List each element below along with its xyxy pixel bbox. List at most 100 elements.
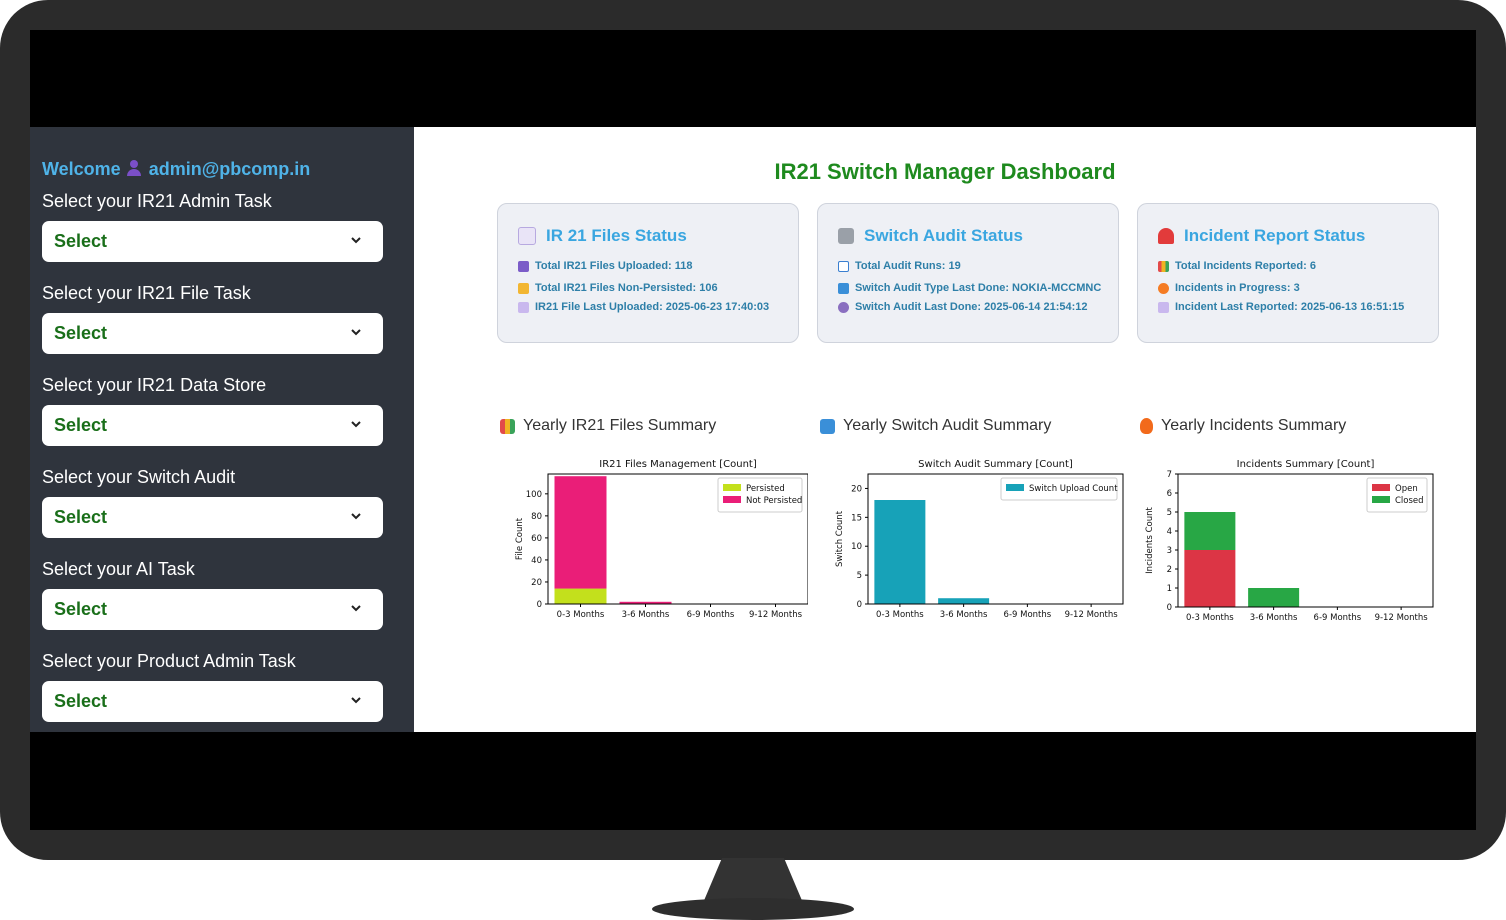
ai-task-select[interactable]: Select — [42, 589, 383, 630]
y-tick-label: 6 — [1167, 489, 1172, 499]
x-tick-label: 6-9 Months — [1314, 613, 1362, 623]
x-tick-label: 3-6 Months — [940, 610, 988, 620]
product-admin-select-value: Select — [54, 691, 108, 711]
x-tick-label: 3-6 Months — [622, 610, 670, 620]
stat-text: IR21 File Last Uploaded: 2025-06-23 17:4… — [535, 301, 770, 313]
card-stat: Incident Last Reported: 2025-06-13 16:51… — [1158, 301, 1404, 313]
y-axis-label: File Count — [515, 517, 525, 560]
legend-label: Switch Upload Count — [1029, 484, 1118, 494]
admin-task-select[interactable]: Select — [42, 221, 383, 262]
welcome-label: Welcome — [42, 159, 121, 179]
card-stat: Total IR21 Files Uploaded: 118 — [518, 260, 693, 272]
stat-text: Total Incidents Reported: 6 — [1175, 260, 1316, 272]
siren-icon — [1158, 228, 1174, 244]
y-tick-label: 20 — [851, 484, 862, 494]
section-title-text: Yearly Incidents Summary — [1161, 417, 1347, 434]
bar-closed — [1248, 588, 1300, 607]
stat-text: Incident Last Reported: 2025-06-13 16:51… — [1175, 301, 1405, 313]
bar-switch-upload-count — [938, 598, 990, 604]
section-title-text: Yearly Switch Audit Summary — [843, 417, 1052, 434]
stat-text: Total Audit Runs: 19 — [855, 260, 961, 272]
file-task-select-value: Select — [54, 323, 108, 343]
product-admin-select[interactable]: Select — [42, 681, 383, 722]
switch-audit-select-value: Select — [54, 507, 108, 527]
x-tick-label: 0-3 Months — [1186, 613, 1234, 623]
legend-swatch — [1372, 484, 1390, 491]
stat-text: Total IR21 Files Uploaded: 118 — [535, 260, 693, 272]
audit-icon — [838, 260, 849, 272]
admin-task-label: Select your IR21 Admin Task — [42, 191, 272, 211]
chart-title: Switch Audit Summary [Count] — [918, 459, 1073, 470]
y-tick-label: 4 — [1167, 527, 1172, 537]
repeat-icon — [820, 418, 835, 434]
tools-icon — [838, 228, 854, 244]
section-title-ir21: Yearly IR21 Files Summary — [500, 417, 716, 435]
x-tick-label: 3-6 Months — [1250, 613, 1298, 623]
card-stat: IR21 File Last Uploaded: 2025-06-23 17:4… — [518, 301, 769, 313]
y-tick-label: 2 — [1167, 565, 1172, 575]
legend-swatch — [723, 484, 741, 491]
ir21-files-chart: IR21 Files Management [Count] 0-3 Months 3… — [515, 459, 808, 620]
x-tick-label: 0-3 Months — [876, 610, 924, 620]
document-icon — [518, 227, 536, 245]
y-tick-label: 1 — [1167, 584, 1172, 594]
card-title: Incident Report Status — [1158, 226, 1365, 246]
switch-audit-select[interactable]: Select — [42, 497, 383, 538]
section-title-switch-audit: Yearly Switch Audit Summary — [820, 417, 1051, 435]
user-email: admin@pbcomp.in — [148, 159, 311, 179]
chevron-down-icon — [351, 329, 361, 336]
y-tick-label: 20 — [531, 578, 542, 588]
incident-report-status-card: Incident Report Status Total Incidents R… — [1137, 203, 1439, 343]
legend-label: Closed — [1395, 496, 1424, 506]
plot-frame — [1177, 473, 1434, 608]
data-store-select-value: Select — [54, 415, 108, 435]
bar-chart-icon — [500, 418, 515, 434]
y-tick-label: 0 — [1167, 603, 1172, 613]
card-stat: Total Audit Runs: 19 — [838, 260, 961, 272]
card-stat: Switch Audit Last Done: 2025-06-14 21:54… — [838, 301, 1088, 313]
file-task-select[interactable]: Select — [42, 313, 383, 354]
calendar-icon — [518, 301, 529, 313]
stat-text: Switch Audit Last Done: 2025-06-14 21:54… — [855, 301, 1088, 313]
stat-text: Incidents in Progress: 3 — [1175, 282, 1300, 294]
chevron-down-icon — [351, 605, 361, 612]
section-title-text: Yearly IR21 Files Summary — [523, 417, 717, 434]
y-tick-label: 5 — [1167, 508, 1172, 518]
plot-frame — [867, 473, 1124, 605]
y-tick-label: 15 — [851, 513, 862, 523]
chevron-down-icon — [351, 421, 361, 428]
main-content: IR21 Switch Manager Dashboard IR 21 File… — [414, 127, 1476, 732]
stat-text: Switch Audit Type Last Done: NOKIA-MCCMN… — [855, 282, 1102, 294]
x-tick-label: 6-9 Months — [1004, 610, 1052, 620]
bar-switch-upload-count — [874, 500, 926, 604]
chart-title: Incidents Summary [Count] — [1237, 459, 1375, 470]
legend-label: Persisted — [746, 484, 785, 494]
plot-frame — [547, 473, 808, 605]
y-axis-label: Incidents Count — [1145, 507, 1155, 574]
data-store-select[interactable]: Select — [42, 405, 383, 446]
bar-chart-icon — [1158, 260, 1169, 272]
calendar-icon — [1158, 301, 1169, 313]
bar-not-persisted — [554, 476, 607, 589]
x-tick-label: 0-3 Months — [557, 610, 605, 620]
y-tick-label: 80 — [531, 512, 542, 522]
ir21-files-status-card: IR 21 Files Status Total IR21 Files Uplo… — [497, 203, 799, 343]
legend-swatch — [723, 496, 741, 503]
book-icon — [838, 282, 849, 294]
y-tick-label: 5 — [857, 571, 862, 581]
legend-label: Open — [1395, 484, 1418, 494]
welcome-message: Welcome admin@pbcomp.in — [42, 159, 310, 180]
y-tick-label: 40 — [531, 556, 542, 566]
fire-icon — [1140, 418, 1153, 434]
sidebar: Welcome admin@pbcomp.in Select your IR21 … — [30, 127, 414, 732]
bar-open — [1184, 550, 1236, 607]
y-axis-label: Switch Count — [835, 510, 845, 567]
stopwatch-icon — [838, 301, 849, 313]
card-title-text: Switch Audit Status — [864, 226, 1023, 245]
ai-task-select-value: Select — [54, 599, 108, 619]
x-tick-label: 9-12 Months — [1375, 613, 1429, 623]
x-tick-label: 6-9 Months — [687, 610, 735, 620]
y-tick-label: 60 — [531, 534, 542, 544]
data-store-label: Select your IR21 Data Store — [42, 375, 267, 395]
card-stat: Switch Audit Type Last Done: NOKIA-MCCMN… — [838, 282, 1101, 294]
